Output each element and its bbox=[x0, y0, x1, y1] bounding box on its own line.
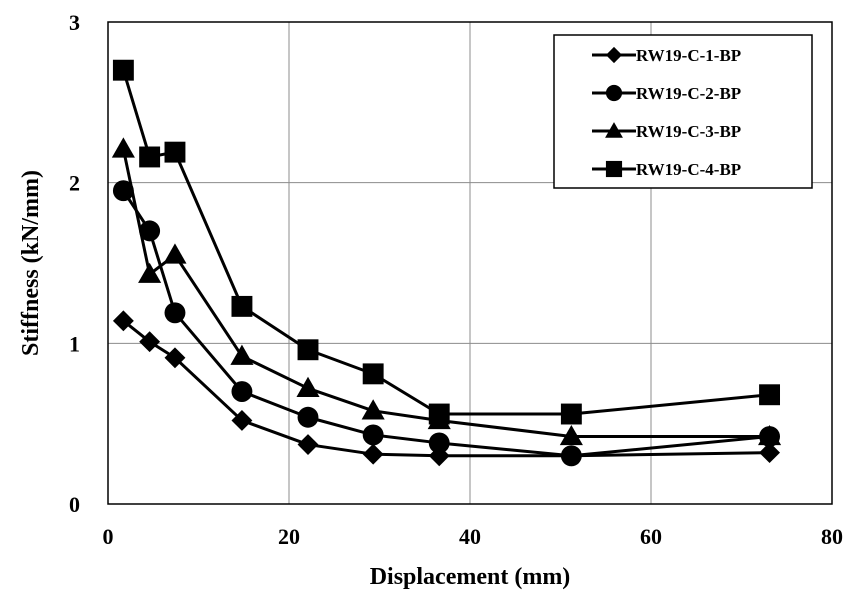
triangle-marker bbox=[230, 344, 254, 365]
axis-ticks: 0 20 40 60 80 0 1 2 3 bbox=[69, 10, 843, 549]
x-axis-title: Displacement (mm) bbox=[370, 564, 571, 590]
square-marker bbox=[362, 363, 384, 385]
series-square bbox=[112, 59, 781, 425]
legend-label: RW19-C-4-BP bbox=[636, 160, 741, 179]
x-tick-label: 60 bbox=[640, 524, 662, 549]
legend-box bbox=[553, 34, 813, 189]
square-marker bbox=[164, 141, 186, 163]
x-tick-label: 0 bbox=[103, 524, 114, 549]
square-marker bbox=[605, 160, 623, 178]
circle-marker bbox=[297, 406, 319, 428]
triangle-marker bbox=[559, 424, 583, 446]
x-tick-label: 80 bbox=[821, 524, 843, 549]
diamond-marker bbox=[605, 46, 623, 64]
square-marker bbox=[759, 384, 781, 406]
diamond-marker bbox=[297, 434, 319, 456]
diamond-marker bbox=[231, 410, 253, 431]
triangle-marker bbox=[111, 137, 135, 158]
diamond-marker bbox=[139, 331, 161, 353]
y-tick-label: 1 bbox=[69, 331, 80, 356]
legend-label: RW19-C-1-BP bbox=[636, 46, 741, 65]
circle-marker bbox=[139, 220, 161, 242]
square-marker bbox=[428, 403, 450, 425]
square-marker bbox=[231, 295, 253, 317]
legend-label: RW19-C-3-BP bbox=[636, 122, 741, 141]
series-line bbox=[121, 148, 770, 439]
circle-marker bbox=[428, 432, 450, 454]
square-marker bbox=[139, 146, 161, 168]
y-tick-label: 3 bbox=[69, 10, 80, 35]
circle-marker bbox=[362, 424, 384, 446]
diamond-marker bbox=[759, 442, 781, 464]
legend-item: RW19-C-4-BP bbox=[592, 160, 741, 179]
diamond-marker bbox=[112, 310, 134, 332]
triangle-marker bbox=[138, 262, 162, 283]
square-marker bbox=[112, 59, 134, 81]
x-tick-label: 40 bbox=[459, 524, 481, 549]
triangle-marker bbox=[296, 376, 320, 397]
circle-marker bbox=[112, 180, 134, 202]
x-tick-label: 20 bbox=[278, 524, 300, 549]
triangle-marker bbox=[605, 122, 623, 138]
y-axis-title: Stiffness (kN/mm) bbox=[18, 170, 44, 356]
circle-marker bbox=[164, 302, 186, 324]
legend-label: RW19-C-2-BP bbox=[636, 84, 741, 103]
plot-area-border bbox=[107, 21, 833, 505]
legend-item: RW19-C-1-BP bbox=[592, 46, 741, 65]
legend-item: RW19-C-2-BP bbox=[592, 84, 741, 103]
square-marker bbox=[297, 339, 319, 361]
circle-marker bbox=[605, 84, 623, 102]
triangle-marker bbox=[758, 424, 782, 446]
circle-marker bbox=[560, 445, 582, 467]
y-tick-label: 0 bbox=[69, 492, 80, 517]
circle-marker bbox=[231, 381, 253, 402]
series-circle bbox=[112, 180, 781, 467]
legend-item: RW19-C-3-BP bbox=[592, 122, 741, 141]
diamond-marker bbox=[362, 443, 384, 465]
triangle-marker bbox=[361, 399, 385, 420]
triangle-marker bbox=[163, 243, 187, 264]
square-marker bbox=[560, 403, 582, 425]
series bbox=[111, 59, 782, 467]
diamond-marker bbox=[164, 347, 186, 369]
legend: RW19-C-1-BP RW19-C-2-BP RW19-C-3-BP RW19-C-… bbox=[553, 34, 813, 189]
y-tick-label: 2 bbox=[69, 171, 80, 196]
